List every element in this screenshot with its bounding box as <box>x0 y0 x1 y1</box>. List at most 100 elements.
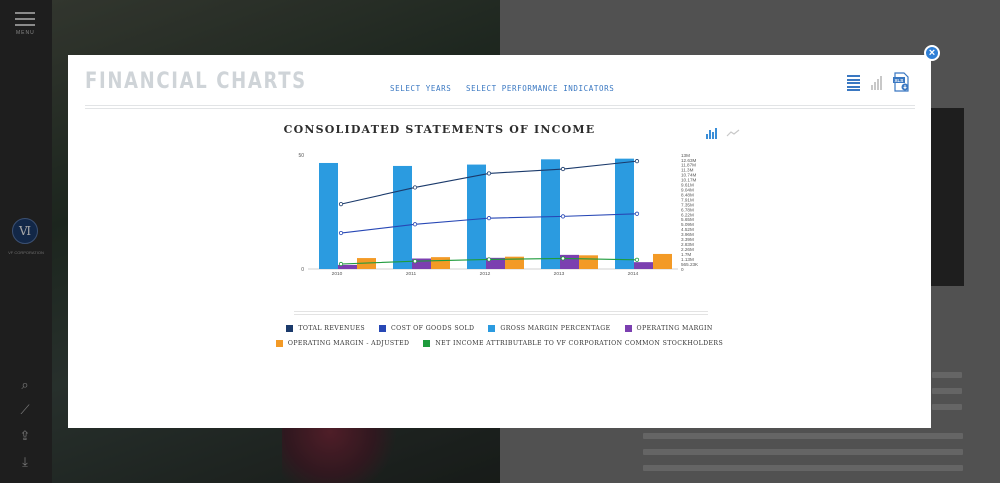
legend-label: TOTAL REVENUES <box>298 325 366 332</box>
right-axis-tick: 9.61M <box>681 183 694 188</box>
right-axis-tick: 7.35M <box>681 202 694 207</box>
series-point <box>338 202 344 207</box>
legend-swatch <box>379 325 387 332</box>
left-axis-tick: 0 <box>301 267 304 273</box>
vf-logo[interactable]: Ⅵ <box>12 218 38 244</box>
series-point <box>560 166 566 172</box>
legend-item[interactable]: COST OF GOODS SOLD <box>379 325 474 332</box>
series-point <box>560 214 566 219</box>
series-point <box>412 222 418 227</box>
series-point <box>486 171 492 176</box>
bar-operating-margin <box>486 257 505 269</box>
financial-charts-modal: FINANCIAL CHARTS SELECT YEARS SELECT PER… <box>68 55 931 428</box>
series-point <box>338 230 344 236</box>
series-point <box>486 216 492 221</box>
right-axis-tick: 0 <box>681 267 684 272</box>
excel-download-icon[interactable]: XLS <box>893 72 910 92</box>
x-axis-tick: 2011 <box>406 271 417 277</box>
series-point <box>338 261 344 267</box>
background-text-line <box>932 372 962 378</box>
series-point <box>634 211 640 216</box>
legend-item[interactable]: OPERATING MARGIN - ADJUSTED <box>275 340 410 347</box>
right-axis-tick: 6.78M <box>681 207 694 212</box>
right-axis-tick: 11.3M <box>681 168 694 173</box>
series-point <box>412 185 418 190</box>
right-axis-tick: 10.17M <box>681 178 696 183</box>
right-axis-tick: 2.83M <box>681 242 694 247</box>
income-chart: 50 0 13M12.63M11.87M11.3M10.74M10.17M9.61M… <box>298 153 699 277</box>
bar-operating-margin <box>634 262 653 269</box>
right-axis-tick: 2.26M <box>681 247 694 252</box>
chart-view-icon[interactable] <box>871 76 884 90</box>
x-axis-tick: 2012 <box>480 271 491 277</box>
background-text-line <box>643 433 963 439</box>
line-chart-toggle-icon[interactable] <box>726 129 740 138</box>
right-axis-tick: 1.7M <box>681 252 691 257</box>
series-point <box>412 259 418 264</box>
right-axis-tick: 4.52M <box>681 227 694 232</box>
legend-swatch <box>286 325 294 332</box>
list-view-icon[interactable] <box>847 75 860 93</box>
series-point <box>486 257 492 262</box>
bar-operating-margin-adjusted <box>579 255 598 269</box>
background-text-line <box>932 388 962 394</box>
legend-label: OPERATING MARGIN - ADJUSTED <box>287 340 410 347</box>
right-axis-tick: 7.91M <box>681 197 694 202</box>
select-years-link[interactable]: SELECT YEARS <box>390 84 452 93</box>
right-axis-tick: 1.13M <box>681 257 694 262</box>
bar-operating-margin <box>412 258 431 269</box>
x-axis-tick: 2013 <box>554 271 565 277</box>
right-axis-tick: 8.48M <box>681 192 694 197</box>
legend-swatch <box>624 325 632 332</box>
series-line <box>340 160 638 205</box>
bar-gross-margin <box>393 165 412 269</box>
right-axis-tick: 9.04M <box>681 187 694 192</box>
right-axis-tick: 12.63M <box>681 158 696 163</box>
left-axis-tick: 50 <box>298 153 304 159</box>
select-performance-indicators-link[interactable]: SELECT PERFORMANCE INDICATORS <box>466 84 615 93</box>
share-icon[interactable]: ⇪ <box>19 428 31 443</box>
header-divider <box>85 108 915 109</box>
bar-operating-margin <box>338 264 357 269</box>
right-axis-tick: 13M <box>681 153 690 158</box>
search-icon[interactable]: ⌕ <box>21 377 29 392</box>
bar-operating-margin-adjusted <box>505 256 524 269</box>
download-icon[interactable]: ⤓ <box>22 454 28 469</box>
x-axis-tick: 2014 <box>628 271 639 277</box>
legend-item[interactable]: OPERATING MARGIN <box>624 325 713 332</box>
bar-operating-margin-adjusted <box>653 253 672 269</box>
close-modal-button[interactable]: × <box>924 45 940 61</box>
bar-gross-margin <box>541 159 560 269</box>
legend-label: OPERATING MARGIN <box>636 325 713 332</box>
legend-divider <box>294 314 708 315</box>
right-axis-tick: 5.09M <box>681 222 694 227</box>
legend-swatch <box>423 340 431 347</box>
background-text-line <box>643 465 963 471</box>
header-divider <box>85 105 915 106</box>
chart-legend: TOTAL REVENUES COST OF GOODS SOLD GROSS MA… <box>68 325 931 355</box>
logo-subtitle: VF CORPORATION <box>8 250 44 255</box>
background-text-line <box>643 449 963 455</box>
hamburger-menu-icon[interactable] <box>15 12 35 30</box>
background-article-photo <box>930 108 964 286</box>
series-point <box>634 257 640 262</box>
right-axis-tick: 3.39M <box>681 237 694 242</box>
right-axis-tick: 10.74M <box>681 173 696 178</box>
modal-title: FINANCIAL CHARTS <box>85 69 307 94</box>
trend-chart-icon[interactable]: ⟋ <box>20 402 30 417</box>
bar-chart-toggle-icon[interactable] <box>706 128 719 139</box>
x-axis-tick: 2010 <box>332 271 343 277</box>
menu-label: MENU <box>16 30 35 36</box>
chart-title: CONSOLIDATED STATEMENTS OF INCOME <box>283 123 596 136</box>
legend-swatch <box>488 325 496 332</box>
right-axis-tick: 565.23K <box>681 262 699 267</box>
legend-label: NET INCOME ATTRIBUTABLE TO VF CORPORATIO… <box>435 340 724 347</box>
legend-item[interactable]: TOTAL REVENUES <box>286 325 365 332</box>
bar-gross-margin <box>467 164 486 269</box>
right-axis-tick: 3.96M <box>681 232 694 237</box>
right-axis-tick: 5.65M <box>681 217 694 222</box>
legend-item[interactable]: NET INCOME ATTRIBUTABLE TO VF CORPORATIO… <box>423 340 723 347</box>
series-point <box>634 159 640 164</box>
legend-item[interactable]: GROSS MARGIN PERCENTAGE <box>488 325 610 332</box>
legend-swatch <box>275 340 283 347</box>
